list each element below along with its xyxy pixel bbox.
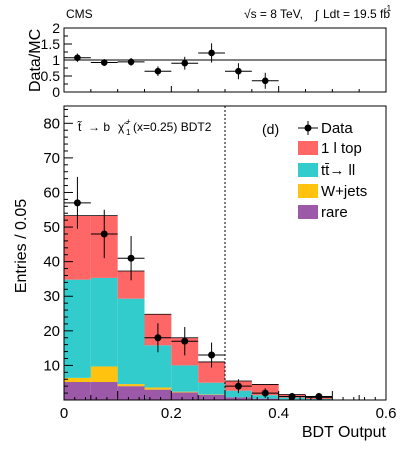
energy-label: √s = 8 TeV,: [244, 7, 303, 21]
ratio-panel: 00.511.52 Data/MC: [27, 20, 387, 100]
legend: Data 1 l top tt̄→ ll W+jets rare: [298, 120, 367, 221]
legend-ttbar-label: tt̄→ ll: [321, 162, 355, 179]
legend-swatch-rare: [298, 205, 318, 219]
stack-bar: [171, 391, 199, 393]
main-panel: 10 20 30 40 50 60 70 80 0 0.2 0.4 0.6 BDT Output E…: [13, 105, 397, 441]
data-point: [315, 393, 323, 401]
stack-bar: [117, 386, 145, 400]
main-y-tick-label: 40: [43, 254, 60, 271]
stack-bar: [64, 279, 91, 378]
stack-bar: [198, 361, 225, 383]
stack-bar: [90, 382, 118, 400]
legend-data-marker: [304, 124, 312, 132]
ratio-point: [208, 49, 215, 57]
stack-bar: [117, 384, 145, 387]
stack-bar: [144, 345, 172, 388]
stack-bar: [225, 397, 252, 400]
main-y-tick-label: 10: [43, 357, 60, 374]
ratio-point: [154, 67, 162, 75]
ratio-point: [181, 59, 189, 67]
ratio-frame: [63, 27, 387, 93]
main-y-tick-label: 30: [43, 288, 60, 305]
ratio-y-tick-label: 0.5: [41, 68, 61, 84]
legend-swatch-1l-top: [298, 141, 318, 155]
signal-label-params: (x=0.25) BDT2: [133, 120, 212, 134]
main-y-tick-label: 20: [43, 323, 60, 340]
legend-swatch-ttbar: [298, 163, 318, 177]
legend-wjets-label: W+jets: [321, 183, 367, 200]
stack-bar: [251, 398, 279, 400]
data-point: [288, 393, 296, 401]
stack-bar: [144, 387, 172, 390]
ratio-y-tick-label: 1: [52, 52, 60, 68]
data-point: [261, 389, 269, 397]
ratio-y-tick-label: 0: [52, 84, 60, 100]
main-frame: [63, 105, 387, 401]
data-point: [100, 230, 108, 238]
stack-bar: [90, 366, 118, 383]
signal-label-decay: → b: [88, 120, 110, 134]
data-point: [181, 337, 189, 345]
ratio-y-tick-label: 2: [52, 20, 60, 36]
main-y-tick-label: 60: [43, 184, 60, 201]
data-point: [154, 334, 162, 342]
experiment-label: CMS: [66, 7, 93, 21]
stack-bar: [64, 382, 91, 400]
stack-bar: [225, 390, 252, 398]
ratio-y-tick-label: 1.5: [41, 36, 61, 52]
data-point: [127, 254, 135, 262]
ratio-point: [74, 54, 81, 62]
stack-bar: [171, 365, 199, 392]
lumi-integral: ∫: [314, 8, 319, 22]
lumi-label: Ldt = 19.5 fb: [323, 7, 390, 21]
signal-label-chargino: χ̃: [118, 120, 129, 134]
legend-1l-top-label: 1 l top: [321, 140, 362, 157]
data-point: [208, 351, 216, 359]
ratio-y-axis-title: Data/MC: [27, 29, 44, 92]
lumi-exponent: -1: [384, 4, 392, 13]
ratio-point: [127, 58, 135, 66]
main-x-axis-title: BDT Output: [302, 424, 387, 441]
signal-label-chargino-sup: +: [126, 117, 131, 126]
legend-rare-label: rare: [321, 204, 348, 221]
data-point: [73, 199, 81, 207]
signal-label-chargino-sub: 1: [126, 128, 131, 137]
signal-label-stop: t̃: [77, 119, 83, 134]
main-y-axis-title: Entries / 0.05: [13, 199, 30, 293]
stack-bar: [90, 277, 118, 367]
main-y-tick-label: 50: [43, 219, 60, 236]
main-x-tick-label: 0.2: [161, 405, 182, 422]
ratio-point: [235, 67, 242, 75]
ratio-point: [100, 59, 108, 66]
legend-swatch-wjets: [298, 184, 318, 198]
main-x-tick-label: 0.4: [268, 405, 289, 422]
ratio-point: [261, 77, 269, 85]
stack-bar: [64, 377, 91, 383]
stack-bar: [144, 389, 172, 400]
main-x-tick-label: 0: [60, 405, 68, 422]
main-y-tick-label: 80: [43, 115, 60, 132]
stack-bar: [198, 394, 225, 400]
stack-bar: [198, 382, 225, 395]
legend-data-label: Data: [321, 120, 353, 137]
panel-tag: (d): [262, 121, 279, 137]
data-point: [234, 382, 242, 390]
stack-bar: [171, 392, 199, 400]
main-y-tick-label: 70: [43, 150, 60, 167]
main-x-tick-label: 0.6: [376, 405, 397, 422]
stack-bar: [117, 298, 145, 385]
